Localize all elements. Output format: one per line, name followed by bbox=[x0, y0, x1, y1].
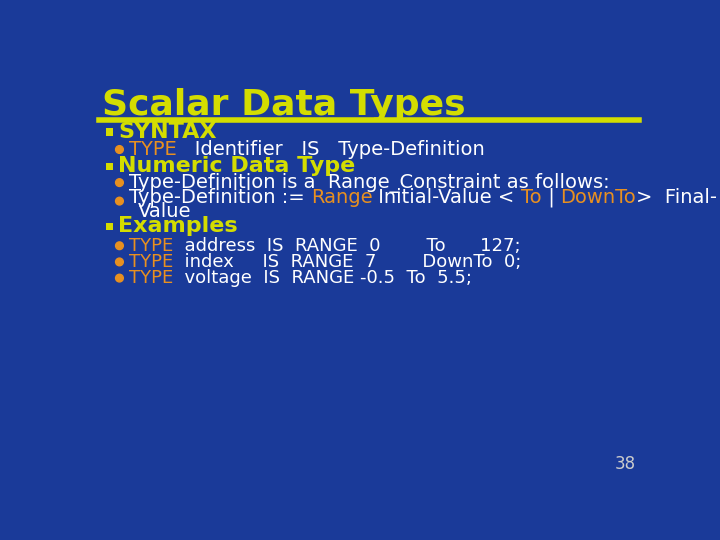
Circle shape bbox=[116, 146, 123, 153]
Text: voltage  IS  RANGE -0.5  To  5.5;: voltage IS RANGE -0.5 To 5.5; bbox=[173, 269, 472, 287]
FancyBboxPatch shape bbox=[106, 163, 113, 170]
Text: |: | bbox=[541, 187, 561, 207]
Text: Type-Definition is a  Range_Constraint as follows:: Type-Definition is a Range_Constraint as… bbox=[129, 173, 609, 193]
Circle shape bbox=[116, 258, 123, 266]
Circle shape bbox=[116, 197, 123, 205]
Text: Range: Range bbox=[311, 188, 372, 207]
Text: Identifier   IS   Type-Definition: Identifier IS Type-Definition bbox=[176, 140, 485, 159]
Text: Examples: Examples bbox=[118, 217, 238, 237]
Text: index     IS  RANGE  7        DownTo  0;: index IS RANGE 7 DownTo 0; bbox=[173, 253, 521, 271]
FancyBboxPatch shape bbox=[106, 128, 113, 136]
Text: DownTo: DownTo bbox=[561, 188, 636, 207]
Text: 38: 38 bbox=[614, 455, 636, 473]
Text: To: To bbox=[521, 188, 541, 207]
Text: Numeric Data Type: Numeric Data Type bbox=[118, 157, 355, 177]
Text: TYPE: TYPE bbox=[129, 140, 176, 159]
Text: address  IS  RANGE  0        To      127;: address IS RANGE 0 To 127; bbox=[173, 237, 521, 255]
Text: Type-Definition :=: Type-Definition := bbox=[129, 188, 311, 207]
Text: Value: Value bbox=[138, 201, 192, 221]
Text: TYPE: TYPE bbox=[129, 269, 173, 287]
Text: Initial-Value <: Initial-Value < bbox=[372, 188, 521, 207]
Text: Scalar Data Types: Scalar Data Types bbox=[102, 88, 466, 122]
FancyBboxPatch shape bbox=[106, 222, 113, 231]
Text: TYPE: TYPE bbox=[129, 253, 173, 271]
Text: >  Final-: > Final- bbox=[636, 188, 717, 207]
Text: TYPE: TYPE bbox=[129, 237, 173, 255]
Text: SYNTAX: SYNTAX bbox=[118, 122, 217, 142]
Circle shape bbox=[116, 242, 123, 249]
Circle shape bbox=[116, 179, 123, 186]
Circle shape bbox=[116, 274, 123, 282]
